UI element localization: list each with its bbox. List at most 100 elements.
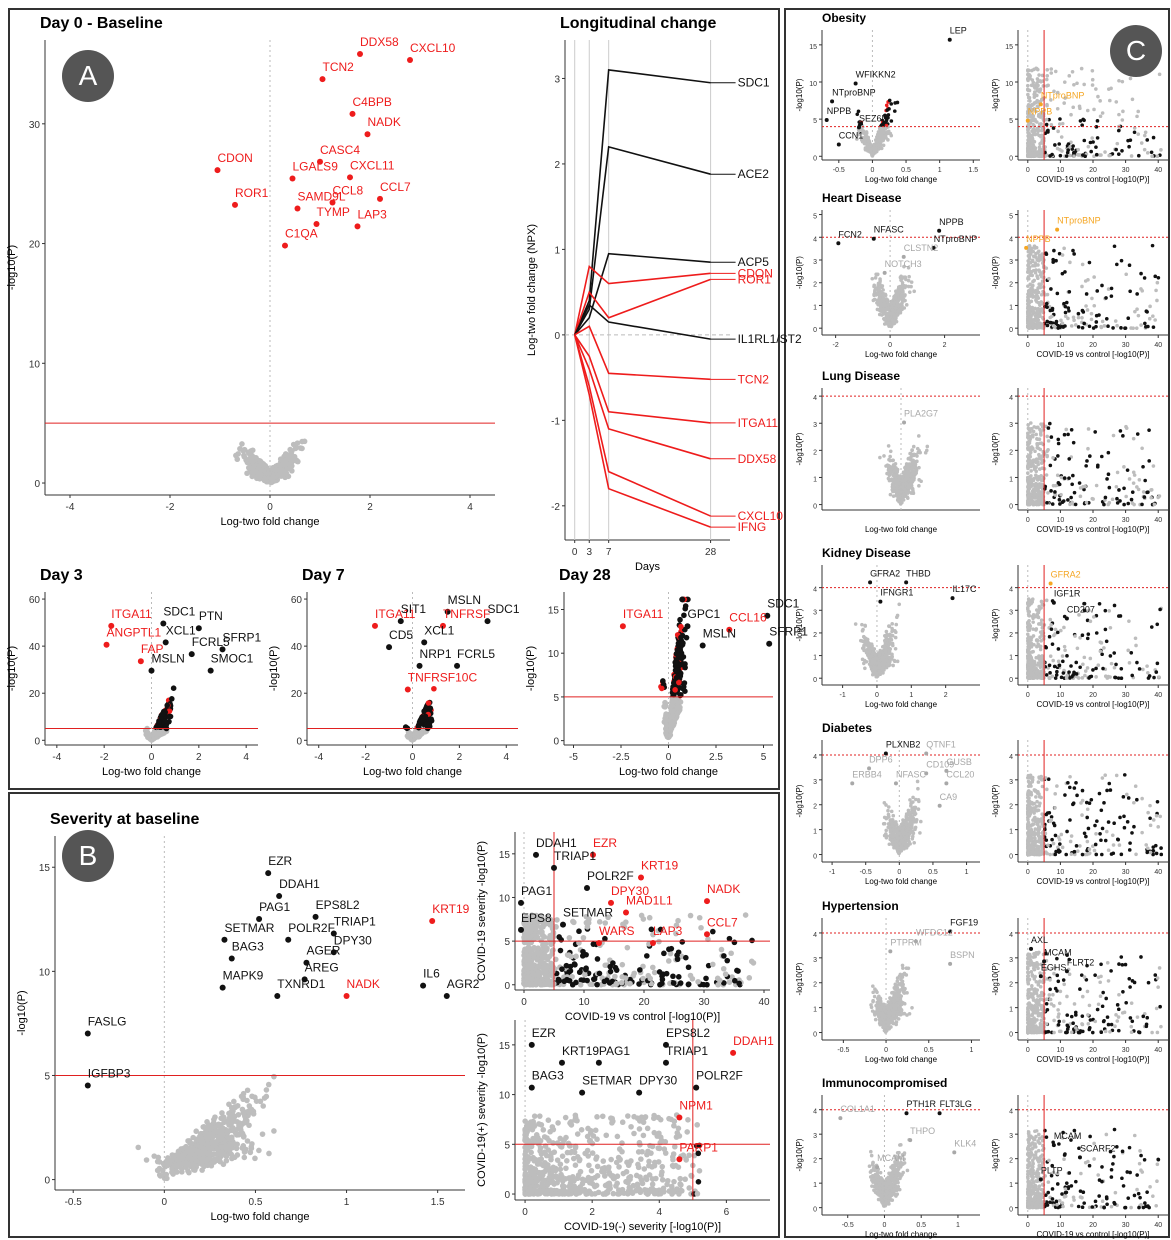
B-bottom-point [561,1137,567,1143]
A-day7-label-point [454,662,461,669]
B-top-point [726,979,733,985]
B-bottom-label: POLR2F [696,1069,743,1083]
B-bottom-point [628,1123,634,1130]
C-obesity-r-point [1070,69,1075,74]
B-top-point [539,955,545,962]
C-obesity-r-point [1056,129,1060,134]
C-obesity-r-point [1094,145,1098,149]
B-bottom-point [542,1190,549,1197]
A-day7-label-point [397,618,404,625]
A-long-series-label: ACP5 [738,255,770,269]
B-bottom-point [608,1173,615,1179]
B-main-point [197,1144,204,1150]
B-main-label: AREG [305,960,339,974]
B-bottom-point [587,1130,594,1136]
B-main-point [204,1162,211,1169]
C-obesity-r-point [1121,109,1125,114]
B-bottom-y-tick-label: 10 [499,1091,511,1102]
C-obesity-r-point [1050,152,1054,157]
A-day28-label-point [699,642,706,649]
C-obesity-r-point [1150,154,1154,159]
A-day0-y-tick-label: 30 [29,120,41,131]
B-main-label-point [429,918,436,925]
A-day28-point [658,685,665,692]
C-obesity-r-x-tick-label: 30 [1122,167,1130,174]
C-obesity-r-point [1082,138,1087,143]
B-main-point [236,1120,243,1127]
B-bottom-point [525,1154,531,1160]
A-day28-point [669,708,676,715]
B-top-point [566,969,572,975]
C-obesity-r-point [1076,153,1081,157]
A-day0-label: LAP3 [358,207,388,221]
A-day7-point [428,716,434,722]
A-long-y-tick-label: 0 [554,331,560,342]
B-top-point [722,971,729,978]
C-obesity-r-point [1069,112,1073,117]
A-day0-label-point [354,223,361,230]
A-day7-label: TNFRSF [443,607,490,621]
B-top-point [718,946,725,953]
B-main-point [190,1146,197,1153]
C-obesity-r-point [1117,79,1121,83]
B-main-point [204,1119,210,1125]
B-bottom-point [578,1186,585,1193]
B-main-point [179,1152,186,1159]
A-day7-title: Day 7 [302,567,345,584]
B-bottom-point [677,1175,684,1182]
C-obesity-r-point [1155,154,1160,158]
B-main-label: FASLG [88,1014,127,1028]
B-top-label-point [596,940,602,947]
A-day28-x-tick-label: -5 [569,752,578,763]
B-bottom-point [557,1161,564,1168]
B-top-point [607,968,614,975]
B-main-point [205,1141,211,1147]
A-day7-y-tick-label: 0 [296,736,302,747]
B-bottom-x-tick-label: 4 [656,1207,662,1218]
A-day28-point [672,687,678,693]
A-day7-label-point [421,639,428,646]
B-bottom-point [574,1117,580,1124]
C-obesity-l-label-point [824,117,829,122]
B-top-point [610,960,616,966]
B-bottom-point [544,1135,550,1141]
B-bottom-point [659,1163,666,1170]
B-top-point [594,981,600,988]
B-top-point [665,958,672,964]
B-main-point [135,1144,142,1151]
C-obesity-l-point [877,144,882,148]
A-day0-label-point [357,50,363,57]
A-day0-label-point [317,158,323,165]
A-day0-point [243,457,249,463]
B-top-point [613,980,620,987]
A-day0-point [240,447,246,454]
B-bottom-point [564,1149,571,1156]
A-day0-point [257,472,264,478]
A-day7-y-tick-label: 60 [291,595,303,606]
C-obesity-r-point [1044,122,1049,127]
B-bottom-point [600,1158,607,1164]
A-day3-label-point [162,639,169,646]
B-bottom-label-point [558,1059,565,1066]
A-day0-point [261,467,267,474]
B-bottom-point [534,1134,541,1141]
B-main-x-tick-label: 0 [162,1197,168,1208]
C-heart-l-y-tick-label: 2 [813,282,817,289]
A-day28-point [678,634,684,641]
C-obesity-r-point [1045,129,1050,134]
C-heart-l-x-tick-label: -2 [833,342,839,349]
B-bottom-point [562,1189,569,1196]
B-top-label-point [551,864,557,871]
B-bottom-point [619,1186,626,1193]
B-main-label: KRT19 [432,902,469,916]
C-heart-l-x-tick-label: 2 [943,342,947,349]
C-obesity-l-y-tick-label: 10 [809,81,817,88]
C-obesity-r-point [1041,117,1046,122]
A-day7-point [415,724,422,731]
B-bottom-point [627,1173,634,1180]
B-top-point [576,928,582,935]
B-main-point [214,1156,220,1163]
B-bottom-point [548,1150,555,1157]
B-top-label: NADK [707,882,740,896]
